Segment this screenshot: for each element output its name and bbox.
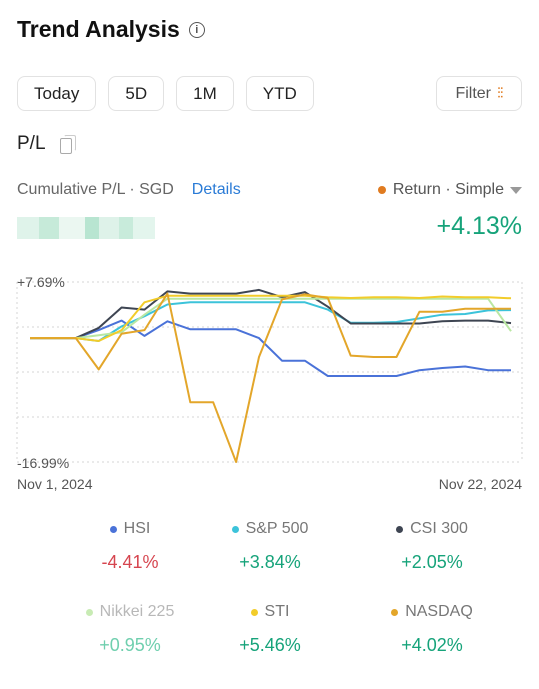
legend-dot-icon — [250, 608, 258, 616]
chart-lines — [30, 288, 512, 463]
cumulative-row: Cumulative P/L · SGD Details Return · Si… — [17, 181, 522, 199]
legend-value: +4.02% — [401, 635, 463, 655]
legend-value: +5.46% — [239, 635, 301, 655]
legend-dot-icon — [85, 608, 93, 616]
caret-down-icon — [510, 186, 522, 194]
series-line-nikkei-225 — [30, 297, 512, 340]
series-line-hsi — [30, 319, 511, 377]
trend-chart: +7.69% -16.99% Nov 1, 2024 Nov 22, 2024 — [16, 274, 523, 492]
page-title: Trend Analysis — [17, 16, 180, 42]
legend-name: NASDAQ — [352, 603, 512, 621]
chart-labels: +7.69% -16.99% Nov 1, 2024 Nov 22, 2024 — [17, 274, 522, 492]
tab-today[interactable]: Today — [17, 76, 97, 111]
legend-dot-icon — [391, 608, 399, 616]
legend-dot-icon — [109, 525, 117, 533]
legend-item-sti[interactable]: STI +5.46% — [190, 603, 350, 656]
legend-dot-icon — [396, 525, 404, 533]
legend-value: +2.05% — [401, 552, 463, 572]
legend-label: S&P 500 — [245, 520, 309, 537]
chart-grid — [16, 281, 523, 463]
y-min-label: -16.99% — [17, 455, 69, 471]
legend-item-nikkei-225[interactable]: Nikkei 225 +0.95% — [50, 603, 210, 656]
details-link[interactable]: Details — [191, 181, 241, 198]
total-return-pct: +4.13% — [436, 212, 523, 240]
info-icon[interactable]: i — [188, 21, 205, 38]
legend-name: CSI 300 — [352, 520, 512, 538]
header: Trend Analysis i — [17, 16, 205, 43]
legend-dot-icon — [231, 525, 239, 533]
series-line-csi-300 — [30, 288, 512, 340]
x-end-label: Nov 22, 2024 — [439, 476, 522, 492]
filter-label: Filter — [455, 84, 492, 102]
legend-label: STI — [264, 603, 290, 620]
legend-item-nasdaq[interactable]: NASDAQ +4.02% — [352, 603, 512, 656]
range-tabs: Today 5D 1M YTD — [17, 76, 314, 111]
legend-name: Nikkei 225 — [50, 603, 210, 621]
legend-label: NASDAQ — [405, 603, 473, 620]
legend-item-csi-300[interactable]: CSI 300 +2.05% — [352, 520, 512, 573]
legend-item-hsi[interactable]: HSI -4.41% — [50, 520, 210, 573]
legend-value: -4.41% — [101, 552, 159, 572]
y-max-label: +7.69% — [17, 274, 65, 290]
pl-label: P/L — [17, 133, 46, 154]
cumulative-label: Cumulative P/L · SGD — [17, 181, 174, 198]
hidden-amount — [17, 213, 155, 243]
legend-label: HSI — [123, 520, 151, 537]
return-mode-label: Return · Simple — [392, 181, 504, 198]
tab-5d[interactable]: 5D — [108, 76, 165, 111]
x-start-label: Nov 1, 2024 — [17, 476, 93, 492]
legend-label: CSI 300 — [410, 520, 468, 537]
legend-label: Nikkei 225 — [99, 603, 175, 620]
series-line-sti — [30, 294, 512, 342]
legend-name: S&P 500 — [190, 520, 350, 538]
tab-1m[interactable]: 1M — [176, 76, 234, 111]
sliders-icon: ⫶⫶ — [497, 85, 503, 102]
return-mode-select[interactable]: Return · Simple — [377, 181, 522, 199]
legend-name: STI — [190, 603, 350, 621]
legend-item-s-p-500[interactable]: S&P 500 +3.84% — [190, 520, 350, 573]
legend-name: HSI — [50, 520, 210, 538]
filter-button[interactable]: Filter ⫶⫶ — [436, 76, 522, 111]
tab-ytd[interactable]: YTD — [245, 76, 314, 111]
legend-value: +0.95% — [99, 635, 161, 655]
return-dot-icon — [377, 186, 386, 194]
series-line-nasdaq — [30, 292, 511, 463]
pl-row: P/L — [17, 133, 76, 155]
legend-value: +3.84% — [239, 552, 301, 572]
copy-icon[interactable] — [59, 135, 76, 154]
